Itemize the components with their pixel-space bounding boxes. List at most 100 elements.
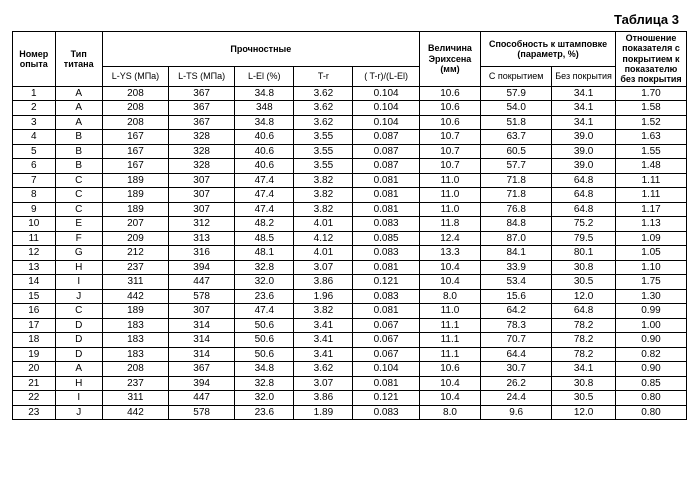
cell-t: D (55, 347, 102, 362)
cell-lel: 50.6 (235, 347, 294, 362)
cell-nc: 39.0 (552, 144, 616, 159)
cell-wc: 9.6 (481, 405, 552, 420)
table-row: 18D18331450.63.410.06711.170.778.20.90 (13, 333, 687, 348)
cell-r: 0.104 (353, 101, 419, 116)
cell-lel: 34.8 (235, 362, 294, 377)
cell-er: 10.6 (419, 101, 480, 116)
cell-rel: 1.10 (615, 260, 686, 275)
cell-n: 22 (13, 391, 56, 406)
cell-lel: 47.4 (235, 173, 294, 188)
cell-lys: 189 (102, 304, 168, 319)
table-row: 2A2083673483.620.10410.654.034.11.58 (13, 101, 687, 116)
cell-n: 9 (13, 202, 56, 217)
cell-n: 12 (13, 246, 56, 261)
cell-nc: 64.8 (552, 188, 616, 203)
cell-lel: 32.0 (235, 391, 294, 406)
cell-nc: 64.8 (552, 304, 616, 319)
cell-lts: 314 (169, 347, 235, 362)
cell-er: 8.0 (419, 289, 480, 304)
cell-tr: 1.89 (294, 405, 353, 420)
table-row: 20A20836734.83.620.10410.630.734.10.90 (13, 362, 687, 377)
cell-tr: 1.96 (294, 289, 353, 304)
cell-tr: 3.82 (294, 202, 353, 217)
cell-lts: 314 (169, 318, 235, 333)
cell-er: 11.1 (419, 333, 480, 348)
table-row: 13H23739432.83.070.08110.433.930.81.10 (13, 260, 687, 275)
cell-rel: 1.52 (615, 115, 686, 130)
cell-lel: 32.8 (235, 376, 294, 391)
cell-nc: 34.1 (552, 86, 616, 101)
cell-wc: 57.7 (481, 159, 552, 174)
cell-nc: 79.5 (552, 231, 616, 246)
cell-wc: 78.3 (481, 318, 552, 333)
cell-lts: 314 (169, 333, 235, 348)
table-row: 14I31144732.03.860.12110.453.430.51.75 (13, 275, 687, 290)
cell-er: 11.0 (419, 188, 480, 203)
table-row: 17D18331450.63.410.06711.178.378.21.00 (13, 318, 687, 333)
cell-n: 8 (13, 188, 56, 203)
cell-er: 11.0 (419, 304, 480, 319)
cell-r: 0.081 (353, 188, 419, 203)
cell-rel: 1.17 (615, 202, 686, 217)
cell-rel: 1.11 (615, 188, 686, 203)
cell-lts: 316 (169, 246, 235, 261)
cell-lys: 167 (102, 130, 168, 145)
cell-lel: 40.6 (235, 130, 294, 145)
cell-lys: 183 (102, 318, 168, 333)
cell-tr: 3.82 (294, 304, 353, 319)
cell-er: 12.4 (419, 231, 480, 246)
cell-t: D (55, 333, 102, 348)
cell-t: B (55, 159, 102, 174)
cell-rel: 0.90 (615, 362, 686, 377)
cell-rel: 1.55 (615, 144, 686, 159)
cell-lts: 367 (169, 86, 235, 101)
cell-nc: 30.5 (552, 275, 616, 290)
table-row: 16C18930747.43.820.08111.064.264.80.99 (13, 304, 687, 319)
cell-nc: 30.8 (552, 376, 616, 391)
cell-lys: 183 (102, 333, 168, 348)
cell-lys: 189 (102, 173, 168, 188)
cell-r: 0.081 (353, 202, 419, 217)
cell-r: 0.081 (353, 376, 419, 391)
cell-lts: 328 (169, 144, 235, 159)
cell-lts: 312 (169, 217, 235, 232)
cell-lts: 394 (169, 260, 235, 275)
table-row: 1A20836734.83.620.10410.657.934.11.70 (13, 86, 687, 101)
table-row: 8C18930747.43.820.08111.071.864.81.11 (13, 188, 687, 203)
cell-er: 10.4 (419, 260, 480, 275)
cell-wc: 64.4 (481, 347, 552, 362)
cell-lys: 167 (102, 159, 168, 174)
cell-lel: 348 (235, 101, 294, 116)
cell-nc: 75.2 (552, 217, 616, 232)
cell-wc: 63.7 (481, 130, 552, 145)
cell-lel: 23.6 (235, 405, 294, 420)
cell-rel: 1.75 (615, 275, 686, 290)
cell-r: 0.121 (353, 391, 419, 406)
cell-rel: 1.63 (615, 130, 686, 145)
cell-rel: 0.99 (615, 304, 686, 319)
cell-nc: 78.2 (552, 347, 616, 362)
cell-tr: 4.01 (294, 246, 353, 261)
cell-er: 10.6 (419, 86, 480, 101)
cell-tr: 3.55 (294, 144, 353, 159)
cell-er: 10.7 (419, 144, 480, 159)
cell-wc: 51.8 (481, 115, 552, 130)
cell-nc: 64.8 (552, 173, 616, 188)
cell-wc: 30.7 (481, 362, 552, 377)
cell-n: 17 (13, 318, 56, 333)
cell-lts: 367 (169, 115, 235, 130)
col-l-el: L-El (%) (235, 67, 294, 87)
cell-n: 20 (13, 362, 56, 377)
cell-wc: 71.8 (481, 173, 552, 188)
cell-n: 21 (13, 376, 56, 391)
cell-nc: 39.0 (552, 159, 616, 174)
cell-lts: 307 (169, 173, 235, 188)
cell-r: 0.081 (353, 260, 419, 275)
cell-r: 0.085 (353, 231, 419, 246)
cell-nc: 39.0 (552, 130, 616, 145)
table-row: 9C18930747.43.820.08111.076.864.81.17 (13, 202, 687, 217)
table-row: 12G21231648.14.010.08313.384.180.11.05 (13, 246, 687, 261)
cell-wc: 84.1 (481, 246, 552, 261)
cell-rel: 0.80 (615, 391, 686, 406)
table-caption: Таблица 3 (12, 12, 687, 27)
